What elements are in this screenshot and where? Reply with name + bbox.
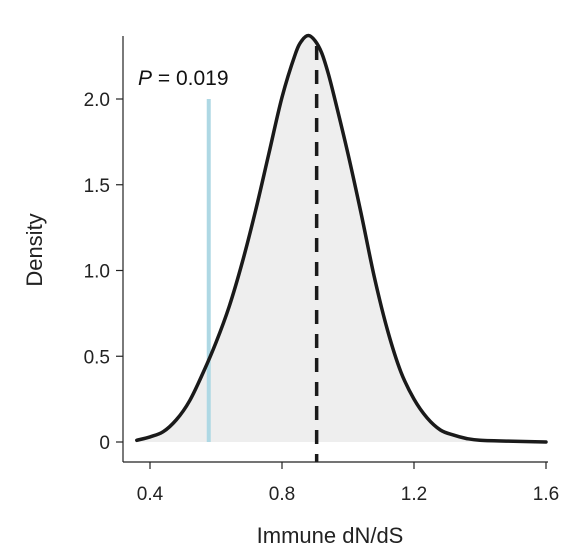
density-fill-area [136, 35, 547, 442]
x-tick-label: 1.6 [533, 484, 559, 505]
x-tick-label: 0.4 [137, 484, 164, 505]
x-tick-label: 0.8 [269, 484, 295, 505]
p-value-annotation: P = 0.019 [138, 67, 229, 90]
x-tick-label: 1.2 [401, 484, 427, 505]
y-tick-label: 2.0 [84, 90, 110, 111]
y-tick-label: 0 [99, 433, 110, 454]
y-tick-label: 0.5 [84, 347, 110, 368]
x-axis-title: Immune dN/dS [257, 523, 404, 548]
y-tick-label: 1.0 [84, 262, 110, 283]
density-curve [135, 33, 548, 444]
y-axis: 0 0.5 1.0 1.5 2.0 [84, 36, 124, 462]
p-value-symbol: P [138, 67, 152, 90]
x-axis: 0.4 0.8 1.2 1.6 [123, 461, 559, 505]
y-tick-label: 1.5 [84, 176, 110, 197]
plot-area [135, 33, 548, 462]
p-value-text: = 0.019 [152, 67, 228, 90]
y-axis-title: Density [22, 213, 47, 286]
